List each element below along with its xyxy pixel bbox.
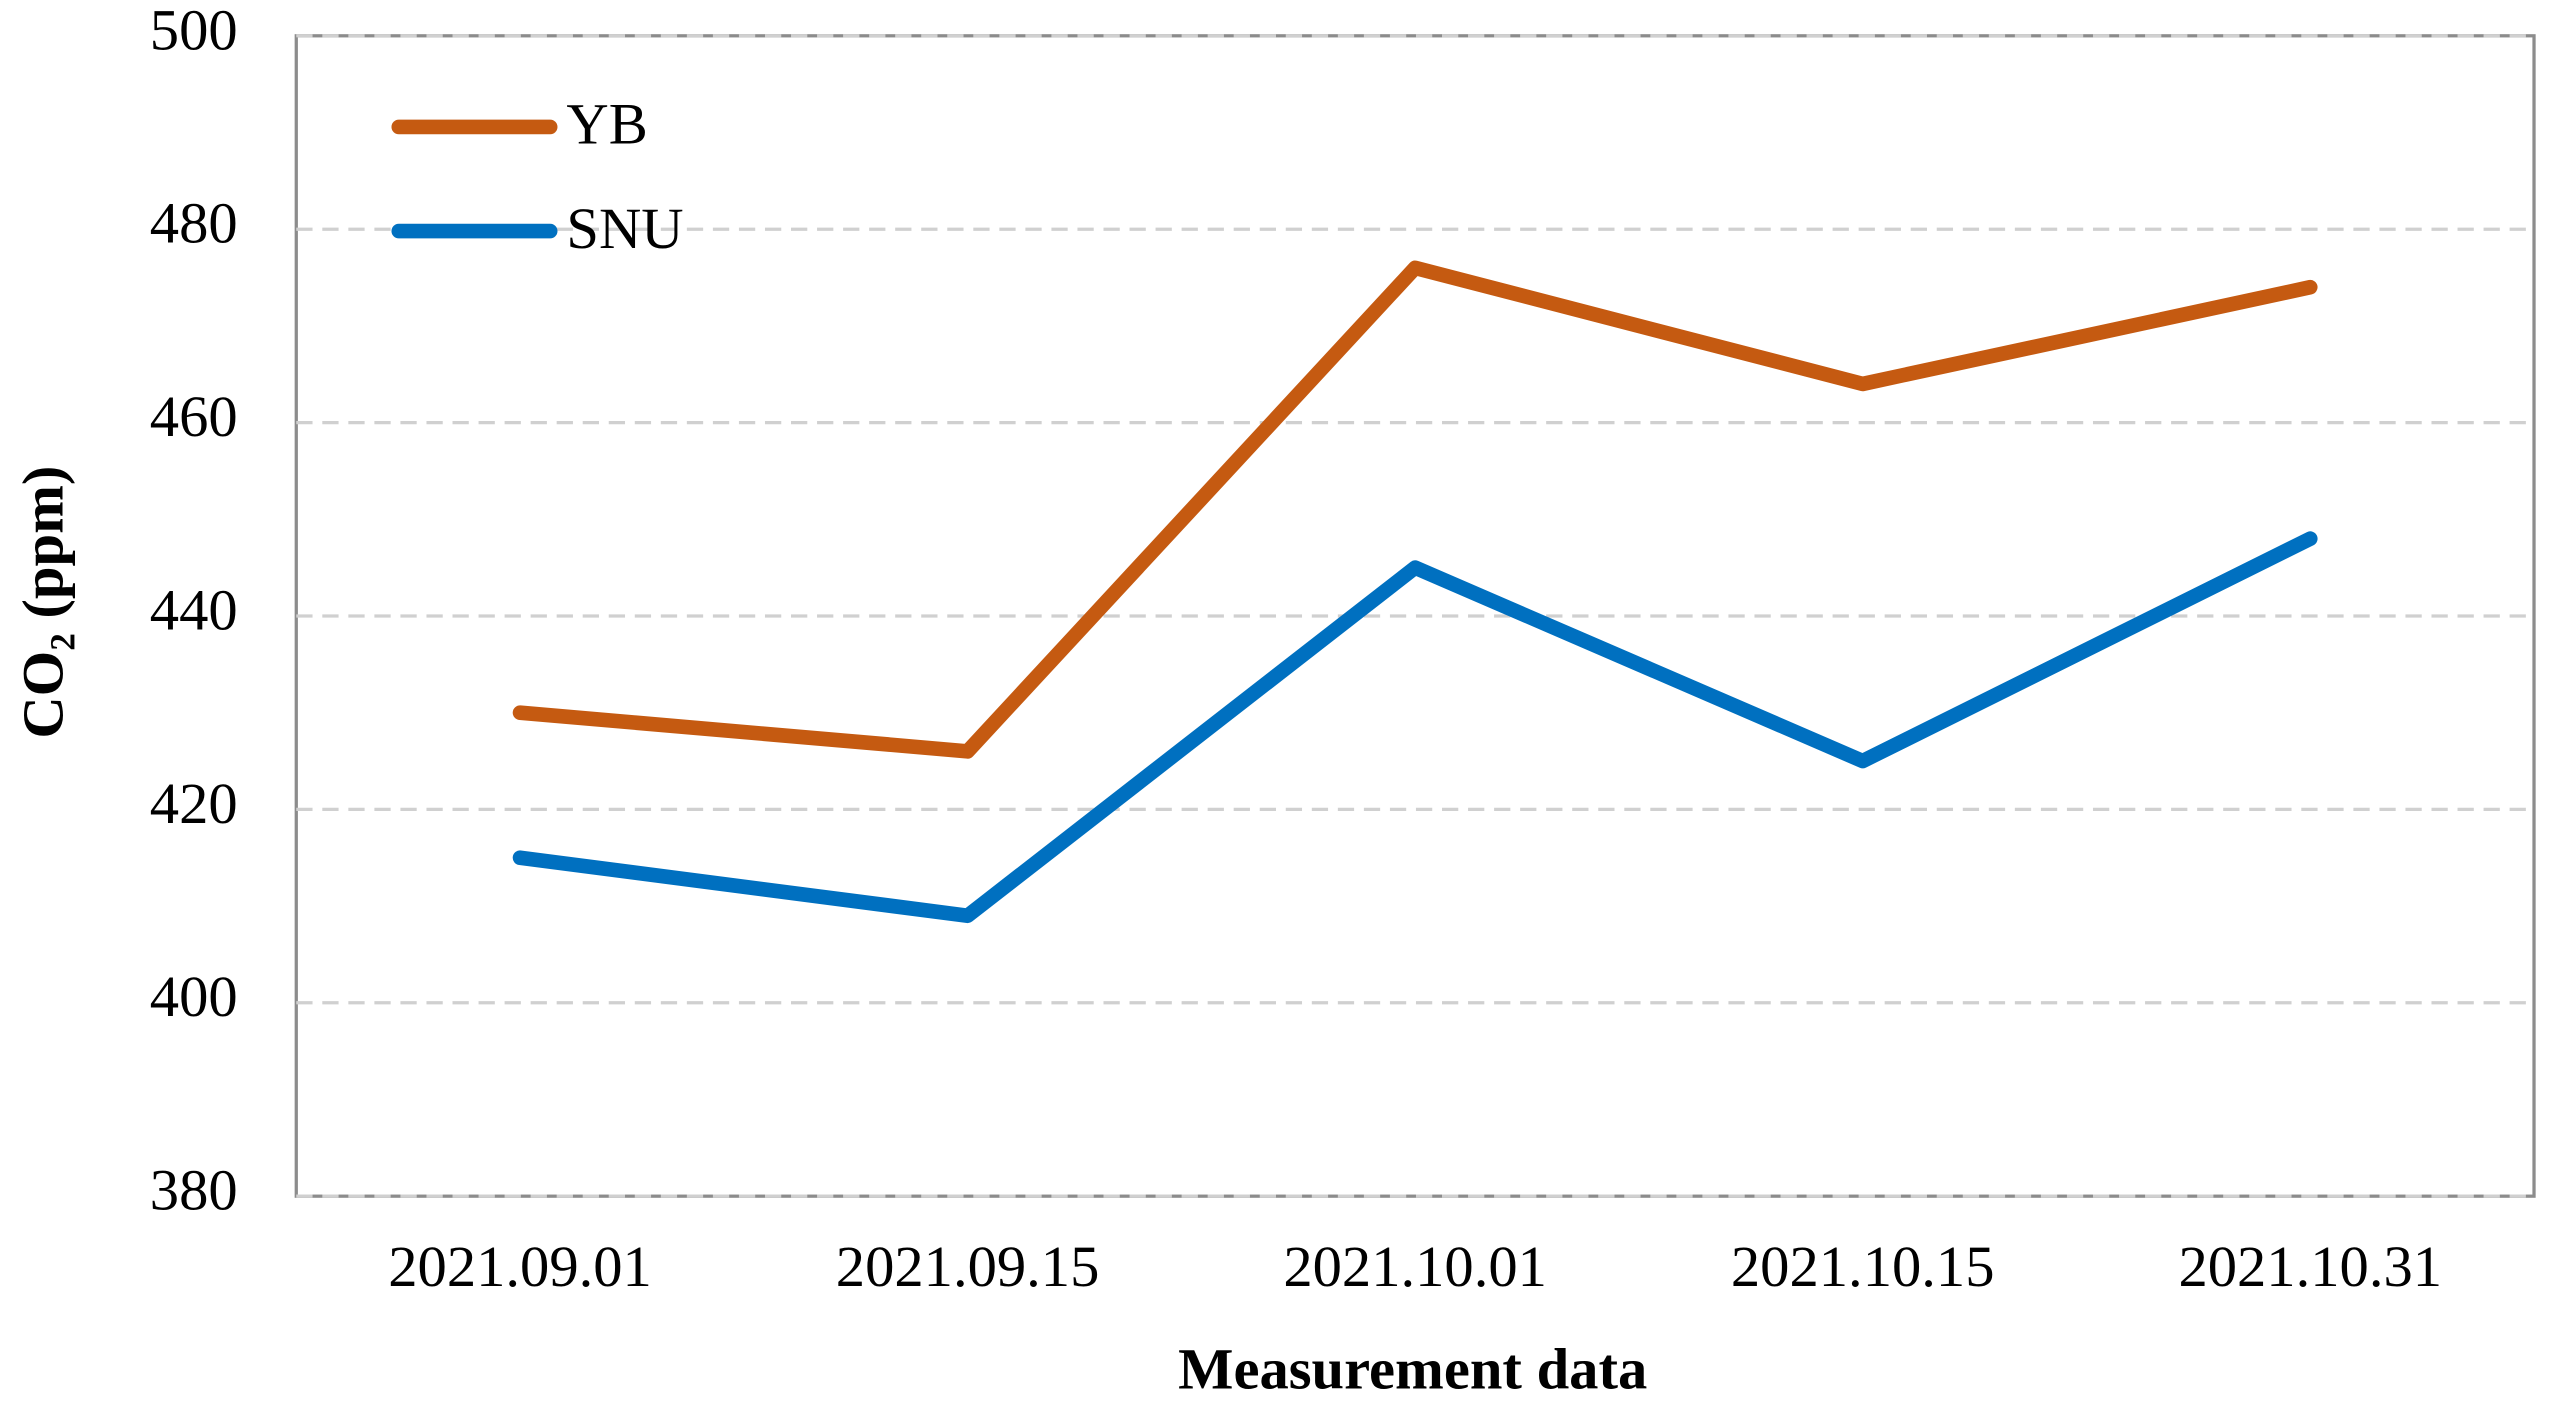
y-tick-label: 380 (150, 1158, 238, 1223)
x-axis-title: Measurement data (1178, 1337, 1647, 1402)
series-line (512, 531, 2318, 924)
y-tick-label: 460 (150, 384, 238, 449)
series-line (512, 260, 2318, 759)
legend-label: SNU (566, 196, 683, 261)
y-axis-title: CO₂ (ppm) (10, 466, 75, 739)
x-tick-label: 2021.10.15 (1731, 1234, 1995, 1299)
y-tick-label: 500 (150, 0, 238, 62)
y-tick-label: 420 (150, 771, 238, 836)
y-tick-label: 480 (150, 191, 238, 256)
x-tick-label: 2021.09.01 (388, 1234, 652, 1299)
x-tick-label: 2021.10.01 (1283, 1234, 1547, 1299)
x-tick-label: 2021.09.15 (836, 1234, 1100, 1299)
y-tick-label: 440 (150, 577, 238, 642)
legend-label: YB (566, 92, 647, 157)
x-tick-label: 2021.10.31 (2178, 1234, 2442, 1299)
y-tick-label: 400 (150, 964, 238, 1029)
